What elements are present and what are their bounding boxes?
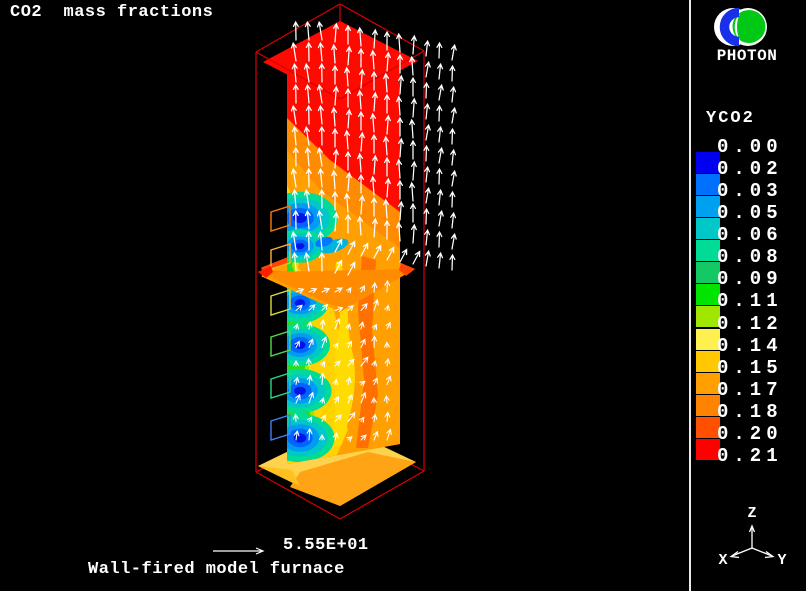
colorbar-tick-label: 0.12 bbox=[717, 313, 783, 335]
photon-logo-icon bbox=[714, 7, 767, 47]
burner-port-outline bbox=[270, 289, 291, 316]
colorbar-tick-label: 0.06 bbox=[717, 224, 783, 246]
colorbar-variable-label: YCO2 bbox=[706, 109, 755, 128]
colorbar-swatch bbox=[696, 373, 720, 394]
colorbar-swatch bbox=[696, 395, 720, 416]
vector-scale-arrow bbox=[213, 547, 265, 555]
vector-scale-value: 5.55E+01 bbox=[283, 536, 369, 555]
colorbar-tick-label: 0.14 bbox=[717, 335, 783, 357]
burner-port-outline bbox=[270, 330, 291, 357]
colorbar-swatch bbox=[696, 329, 720, 350]
axes-triad-icon: Z X Y bbox=[718, 505, 786, 569]
burner-port-outline bbox=[270, 372, 291, 399]
colorbar-swatch bbox=[696, 262, 720, 283]
colorbar-tick-label: 0.05 bbox=[717, 202, 783, 224]
furnace-wireframe-front bbox=[255, 3, 425, 520]
colorbar-tick-label: 0.21 bbox=[717, 445, 783, 467]
colorbar-swatch bbox=[696, 240, 720, 261]
burner-port-outline bbox=[270, 205, 291, 232]
burner-ports bbox=[270, 205, 291, 441]
plot-caption: Wall-fired model furnace bbox=[88, 560, 345, 579]
colorbar-swatch bbox=[696, 284, 720, 305]
colorbar-tick-label: 0.18 bbox=[717, 401, 783, 423]
colorbar-swatch bbox=[696, 218, 720, 239]
colorbar-swatch bbox=[696, 417, 720, 438]
colorbar-tick-label: 0.00 bbox=[717, 136, 783, 158]
burner-port-outline bbox=[270, 414, 291, 441]
axis-y-label: Y bbox=[777, 552, 786, 569]
axis-z-label: Z bbox=[747, 505, 756, 522]
colorbar-tick-label: 0.11 bbox=[717, 290, 783, 312]
exit-slice bbox=[263, 21, 418, 102]
photon-logo-label: PHOTON bbox=[716, 47, 778, 65]
colorbar-tick-label: 0.02 bbox=[717, 158, 783, 180]
colorbar-tick-label: 0.20 bbox=[717, 423, 783, 445]
colorbar-swatch bbox=[696, 174, 720, 195]
colorbar-swatch bbox=[696, 439, 720, 460]
plot-title: CO2 mass fractions bbox=[10, 3, 214, 22]
velocity-vectors bbox=[290, 20, 457, 442]
axis-x-label: X bbox=[718, 552, 727, 569]
colorbar-tick-label: 0.08 bbox=[717, 246, 783, 268]
colorbar-swatch bbox=[696, 196, 720, 217]
colorbar-swatch bbox=[696, 306, 720, 327]
panel-separator bbox=[689, 0, 691, 591]
colorbar-tick-label: 0.17 bbox=[717, 379, 783, 401]
colorbar-swatch bbox=[696, 152, 720, 173]
burner-port-outline bbox=[270, 243, 291, 270]
colorbar-tick-label: 0.03 bbox=[717, 180, 783, 202]
colorbar-swatch bbox=[696, 351, 720, 372]
colorbar-tick-label: 0.15 bbox=[717, 357, 783, 379]
colorbar-tick-label: 0.09 bbox=[717, 268, 783, 290]
